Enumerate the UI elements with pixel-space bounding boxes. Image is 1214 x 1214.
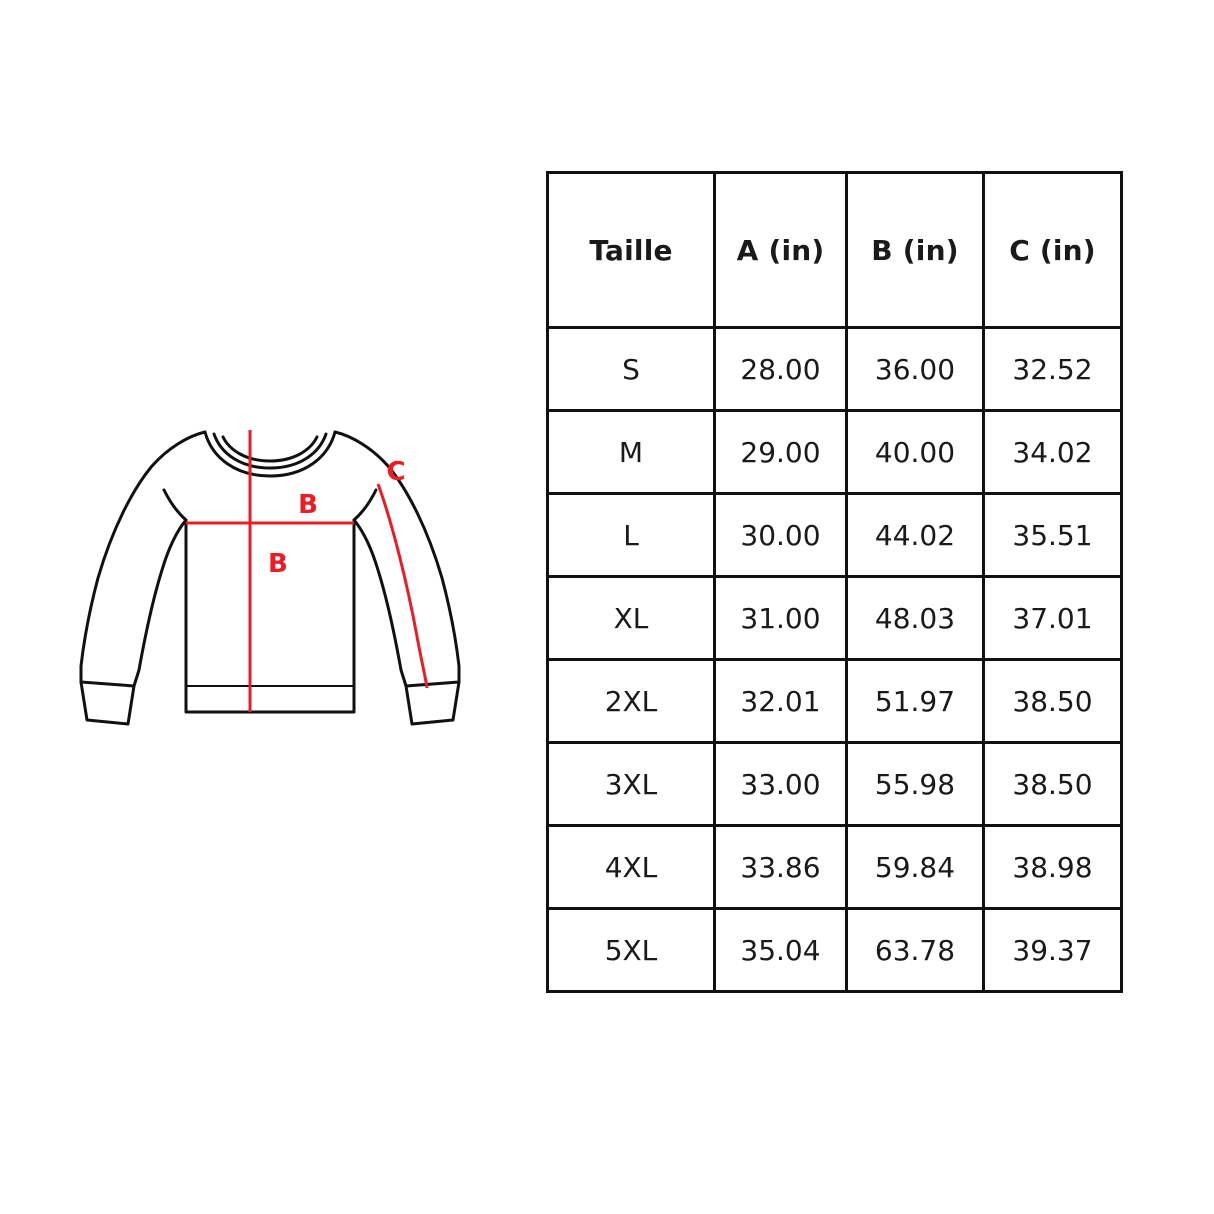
size-chart-table: Taille A (in) B (in) C (in) S 28.00 36.0… <box>546 171 1123 993</box>
cell-b: 36.00 <box>845 326 985 412</box>
table-row: 2XL 32.01 51.97 38.50 <box>546 658 1123 744</box>
table-row: 5XL 35.04 63.78 39.37 <box>546 907 1123 993</box>
cell-a: 28.00 <box>713 326 848 412</box>
cell-size: 4XL <box>546 824 716 910</box>
column-header-a: A (in) <box>713 171 848 329</box>
table-row: 3XL 33.00 55.98 38.50 <box>546 741 1123 827</box>
table-row: XL 31.00 48.03 37.01 <box>546 575 1123 661</box>
table-row: S 28.00 36.00 32.52 <box>546 326 1123 412</box>
cell-c: 35.51 <box>982 492 1123 578</box>
cell-c: 34.02 <box>982 409 1123 495</box>
cell-c: 37.01 <box>982 575 1123 661</box>
size-chart-table-container: Taille A (in) B (in) C (in) S 28.00 36.0… <box>546 171 1123 993</box>
cell-a: 32.01 <box>713 658 848 744</box>
cell-a: 29.00 <box>713 409 848 495</box>
measure-line-sleeve <box>376 483 429 689</box>
table-header-row: Taille A (in) B (in) C (in) <box>546 171 1123 329</box>
cell-b: 63.78 <box>845 907 985 993</box>
cell-c: 32.52 <box>982 326 1123 412</box>
cell-c: 38.98 <box>982 824 1123 910</box>
cell-size: 3XL <box>546 741 716 827</box>
cell-size: 5XL <box>546 907 716 993</box>
cell-b: 59.84 <box>845 824 985 910</box>
cell-c: 39.37 <box>982 907 1123 993</box>
cell-a: 31.00 <box>713 575 848 661</box>
column-header-b: B (in) <box>845 171 985 329</box>
table-row: 4XL 33.86 59.84 38.98 <box>546 824 1123 910</box>
cell-b: 51.97 <box>845 658 985 744</box>
table-body: S 28.00 36.00 32.52 M 29.00 40.00 34.02 … <box>546 326 1123 993</box>
label-length-b: B <box>268 549 288 579</box>
label-sleeve-c: C <box>386 457 405 487</box>
cell-c: 38.50 <box>982 741 1123 827</box>
cell-size: S <box>546 326 716 412</box>
sweatshirt-outline <box>79 430 461 726</box>
cell-a: 33.00 <box>713 741 848 827</box>
measurement-lines <box>186 430 429 712</box>
label-width-b: B <box>298 490 318 520</box>
cell-a: 30.00 <box>713 492 848 578</box>
cell-a: 33.86 <box>713 824 848 910</box>
table-row: L 30.00 44.02 35.51 <box>546 492 1123 578</box>
column-header-size: Taille <box>546 171 716 329</box>
table-row: M 29.00 40.00 34.02 <box>546 409 1123 495</box>
cell-b: 48.03 <box>845 575 985 661</box>
column-header-c: C (in) <box>982 171 1123 329</box>
garment-diagram: B B C <box>60 380 480 760</box>
cell-size: M <box>546 409 716 495</box>
cell-size: XL <box>546 575 716 661</box>
cell-b: 40.00 <box>845 409 985 495</box>
cell-a: 35.04 <box>713 907 848 993</box>
cell-size: L <box>546 492 716 578</box>
cell-b: 55.98 <box>845 741 985 827</box>
cell-size: 2XL <box>546 658 716 744</box>
cell-c: 38.50 <box>982 658 1123 744</box>
cell-b: 44.02 <box>845 492 985 578</box>
